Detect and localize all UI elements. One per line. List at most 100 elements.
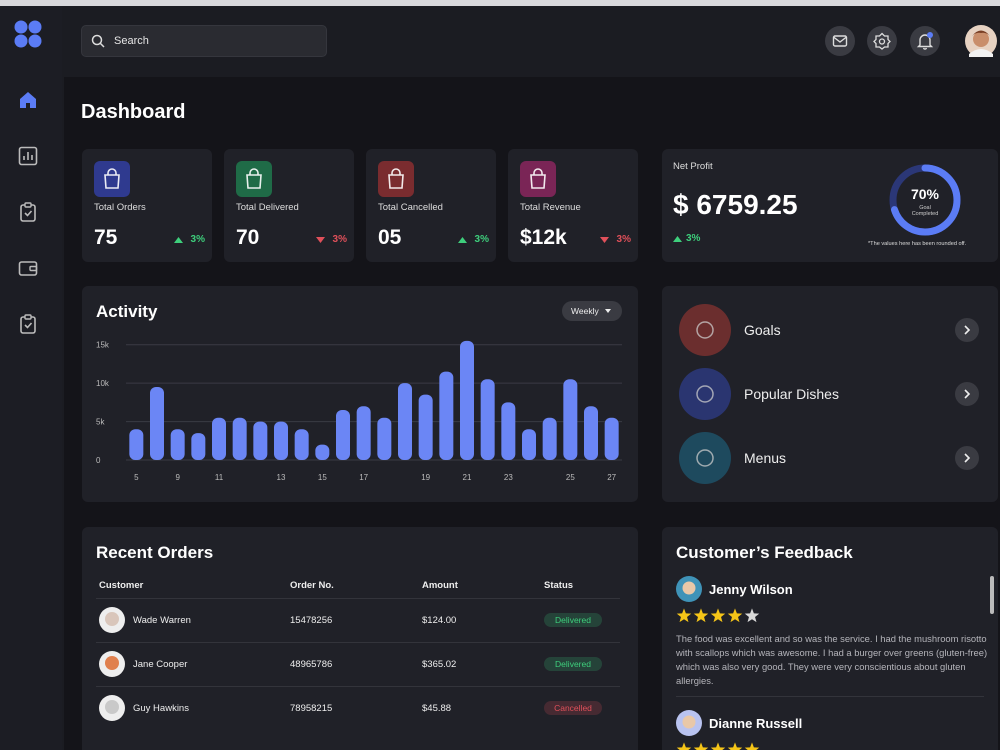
status-pill: Cancelled [544,701,602,715]
chevron-bg [955,382,979,406]
notification-button[interactable] [909,25,941,57]
tasks-icon[interactable] [18,314,38,334]
search-placeholder: Search [114,35,149,47]
shortcut-icon [679,304,731,356]
feedback-panel: Customer’s Feedback Jenny Wilson The food… [662,527,998,750]
status-pill: Delivered [544,657,602,671]
bar [232,417,247,460]
chevron [964,325,971,335]
customer-avatar [99,607,125,633]
search-box[interactable]: Search [81,25,327,57]
review-text: The food was excellent and so was the se… [676,633,988,686]
bar [584,406,598,460]
bar [604,417,619,460]
y-tick-label: 15k [96,341,110,350]
bar [460,340,474,460]
customer-name: Jane Cooper [133,659,188,670]
chevron-bg [955,318,979,342]
x-tick-label: 15 [318,473,327,482]
star [710,608,726,623]
filter-dropdown[interactable]: Weekly [562,301,622,321]
activity-title: Activity [96,302,158,321]
star [676,742,692,750]
icon-glyph [696,449,714,467]
bar [274,421,288,460]
bar [191,433,206,460]
order-cell: 78958215 [290,703,333,714]
trend-arrow [673,236,682,242]
mail-button[interactable] [824,25,856,57]
shortcut-item[interactable]: Goals [662,303,998,357]
order-cell: $365.02 [422,659,457,670]
settings-button[interactable] [866,25,898,57]
bar [150,386,164,460]
user-avatar[interactable] [964,24,998,58]
activity-panel: Activity Weekly 0 5k 10k 15k 5 9 11 13 15 17 19 21 2… [82,286,638,502]
feedback-title: Customer’s Feedback [676,543,853,562]
goal-value: 70% [910,186,940,202]
top-edge [0,0,1000,6]
net-profit-label: Net Profit [673,161,713,172]
net-profit-card: Net Profit $ 6759.25 3% 70% Goal Complet… [662,149,998,262]
row-divider [96,642,620,643]
order-cell: 15478256 [290,615,333,626]
shortcut-icon [679,368,731,420]
shortcut-item[interactable]: Popular Dishes [662,367,998,421]
x-tick-label: 17 [359,473,368,482]
row-divider [96,686,620,687]
shortcut-item[interactable]: Menus [662,431,998,485]
avatar-face [105,612,119,626]
bar [315,444,330,460]
column-header: Amount [422,580,458,591]
activity-chart: 0 5k 10k 15k 5 9 11 13 15 17 19 21 23 25 27 [96,340,622,482]
star [710,742,726,750]
y-tick-label: 5k [96,418,105,427]
column-header: Order No. [290,580,334,591]
chevron-button [955,446,979,470]
net-profit-change: 3% [686,233,701,244]
bar [439,371,454,460]
bar [129,429,144,460]
icon-bg [679,432,731,484]
trend-arrow-shape [673,236,682,242]
bar [377,417,392,460]
shortcut-label: Menus [744,450,787,466]
orders-icon[interactable] [18,202,38,222]
reviewer-avatar [676,710,702,736]
star [727,742,743,750]
home-icon[interactable] [18,90,38,110]
x-tick-label: 21 [463,473,472,482]
bar [253,421,268,460]
bar [501,402,516,460]
logo[interactable] [14,20,42,48]
chevron-bg [955,446,979,470]
bar [542,417,557,460]
analytics-icon[interactable] [18,146,38,166]
sidebar [0,6,62,750]
x-tick-label: 19 [421,473,430,482]
customer-name: Wade Warren [133,615,191,626]
star [693,742,709,750]
scrollbar[interactable] [990,576,994,614]
icon-bg [679,368,731,420]
icon-glyph [696,385,714,403]
star [693,608,709,623]
bar [212,417,226,460]
bar [522,429,536,460]
star [744,608,760,623]
chevron-button [955,318,979,342]
bar [480,379,495,460]
x-tick-label: 13 [277,473,286,482]
icon-glyph [696,321,714,339]
shortcut-icon [679,432,731,484]
status-pill: Delivered [544,613,602,627]
order-cell: 48965786 [290,659,333,670]
wallet-icon[interactable] [18,258,38,278]
goal-label: Goal Completed [911,205,939,217]
dropdown-caret [605,309,611,313]
order-cell: $124.00 [422,615,457,626]
donut-arc [889,164,961,236]
x-tick-label: 25 [566,473,575,482]
y-tick-label: 10k [96,379,110,388]
